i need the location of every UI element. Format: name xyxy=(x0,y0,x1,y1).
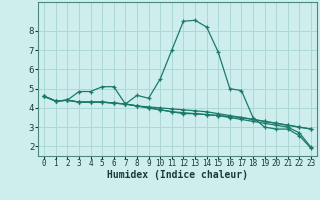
X-axis label: Humidex (Indice chaleur): Humidex (Indice chaleur) xyxy=(107,170,248,180)
